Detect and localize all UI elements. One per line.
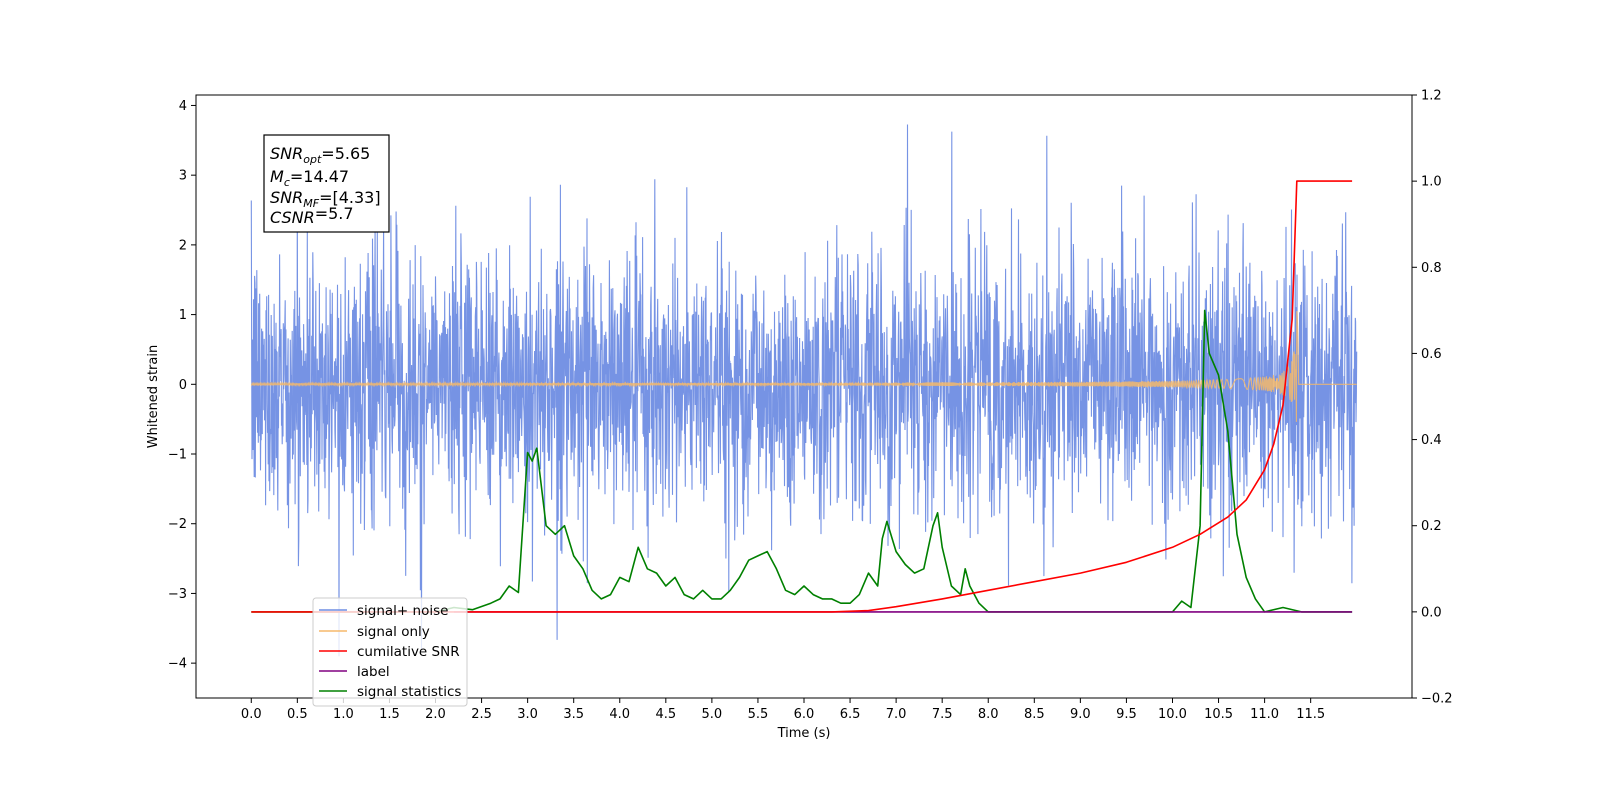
y-left-tick-label: 2 (179, 238, 187, 253)
x-tick-label: 4.5 (655, 707, 676, 722)
y-right-tick-label: 0.0 (1421, 605, 1442, 620)
y-left-tick-label: −3 (168, 587, 187, 602)
x-tick-label: 5.5 (748, 707, 769, 722)
x-tick-label: 3.5 (563, 707, 584, 722)
signal-noise-line (250, 124, 1358, 657)
y-axis-label-left: Whitened strain (146, 345, 161, 448)
x-tick-label: 9.5 (1116, 707, 1137, 722)
axis-ticks: 0.0 0.5 1.0 1.5 2.0 2.5 3.0 3.5 4.0 4.5 5.0 5.5 6.0 6… (168, 89, 1453, 723)
x-tick-label: 2.5 (471, 707, 492, 722)
y-right-tick-label: −0.2 (1421, 692, 1453, 707)
series-signal-noise (250, 124, 1358, 657)
x-tick-label: 5.0 (702, 707, 723, 722)
x-tick-label: 10.5 (1204, 707, 1233, 722)
y-right-tick-label: 0.6 (1421, 347, 1442, 362)
annotation-csnr: CSNR=5.7 (270, 204, 354, 227)
x-tick-label: 6.0 (794, 707, 815, 722)
y-right-tick-label: 1.0 (1421, 175, 1442, 190)
x-tick-label: 9.0 (1070, 707, 1091, 722)
x-tick-label: 6.5 (840, 707, 861, 722)
y-left-tick-label: −2 (168, 517, 187, 532)
y-left-tick-label: −4 (168, 657, 187, 672)
x-tick-label: 1.5 (379, 707, 400, 722)
x-tick-label: 8.0 (978, 707, 999, 722)
legend-frame (312, 597, 468, 707)
series-line-cumilative-snr (251, 180, 1353, 613)
x-tick-label: 10.0 (1158, 707, 1187, 722)
x-tick-label: 3.0 (517, 707, 538, 722)
x-tick-label: 1.0 (333, 707, 354, 722)
legend-label-signal-only: signal only (357, 624, 430, 640)
y-left-tick-label: 4 (179, 99, 187, 114)
x-tick-label: 7.5 (932, 707, 953, 722)
series-signal-only (250, 311, 1357, 422)
annotation-snr-opt: SNRopt=5.65 (270, 144, 370, 166)
legend-label-signal-noise: signal+ noise (357, 603, 448, 619)
y-right-tick-label: 0.8 (1421, 261, 1442, 276)
x-tick-label: 7.0 (886, 707, 907, 722)
x-tick-label: 0.5 (287, 707, 308, 722)
annotation-snr-mf: SNRMF=[4.33] (270, 188, 381, 210)
x-axis-label: Time (s) (777, 726, 831, 741)
x-tick-label: 8.5 (1024, 707, 1045, 722)
y-right-tick-label: 0.4 (1421, 433, 1442, 448)
x-tick-label: 11.5 (1296, 707, 1325, 722)
annotation-box-frame (263, 134, 390, 233)
right-axis-series (251, 180, 1353, 613)
x-tick-label: 4.0 (609, 707, 630, 722)
metrics-annotation-box: SNRopt=5.65 Mc=14.47 SNRMF=[4.33] CSNR=5… (263, 134, 390, 233)
legend: signal+ noise signal only cumilative SNR… (312, 597, 468, 707)
y-right-tick-label: 0.2 (1421, 519, 1442, 534)
legend-label-signal-statistics: signal statistics (357, 684, 461, 700)
y-left-tick-label: −1 (168, 448, 187, 463)
x-tick-label: 11.0 (1250, 707, 1279, 722)
y-left-tick-label: 3 (179, 169, 187, 184)
signal-only-line (250, 311, 1357, 422)
legend-label-cumulative-snr: cumilative SNR (357, 644, 460, 660)
x-tick-label: 2.0 (425, 707, 446, 722)
y-left-tick-label: 0 (179, 378, 187, 393)
y-left-tick-label: 1 (179, 308, 187, 323)
x-tick-label: 0.0 (241, 707, 262, 722)
series-line-signal-statistics (251, 309, 1353, 613)
annotation-chirp-mass: Mc=14.47 (270, 167, 349, 189)
legend-label-label: label (357, 664, 390, 680)
y-right-tick-label: 1.2 (1421, 89, 1442, 104)
